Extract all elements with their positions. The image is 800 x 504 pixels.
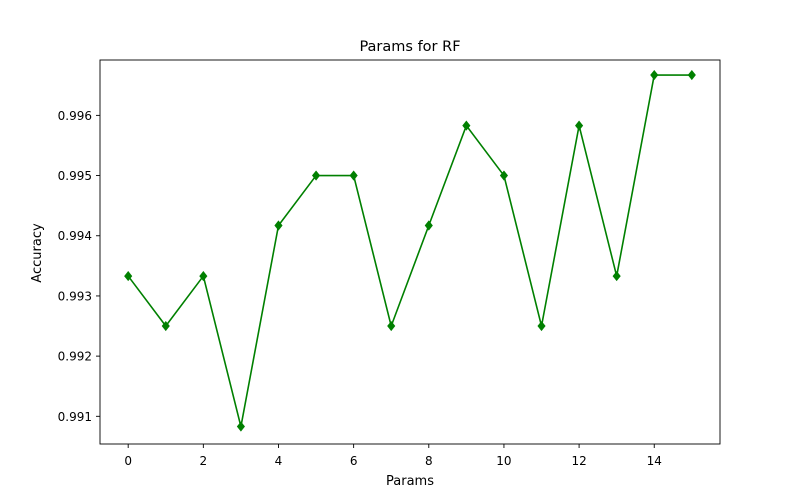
data-point-12	[575, 120, 584, 131]
data-point-13	[612, 270, 621, 282]
data-point-4	[274, 220, 283, 231]
data-point-0	[124, 270, 133, 282]
x-tick-label-6: 12	[571, 454, 586, 468]
data-point-7	[387, 320, 396, 332]
data-point-3	[236, 421, 245, 432]
data-point-14	[650, 69, 659, 81]
x-axis-label: Params	[386, 474, 434, 489]
data-point-9	[462, 120, 471, 131]
plot-frame	[99, 59, 721, 445]
chart-title: Params for RF	[359, 39, 460, 55]
y-tick-label-5: 0.996	[58, 109, 92, 123]
data-point-5	[311, 170, 321, 181]
y-tick-label-1: 0.992	[58, 350, 92, 364]
data-point-2	[199, 270, 208, 282]
x-tick-label-4: 8	[425, 454, 433, 468]
data-point-8	[424, 220, 433, 231]
x-tick-label-7: 14	[647, 454, 662, 468]
x-tick-label-0: 0	[124, 454, 132, 468]
plot-area: 0 2 4 6 8 10 12 14 0.991 0.992 0.993 0.994 0.995 0.99…	[58, 59, 721, 468]
data-point-10	[499, 170, 509, 181]
y-tick-label-2: 0.993	[58, 289, 92, 303]
x-tick-label-5: 10	[496, 454, 511, 468]
data-point-1	[161, 320, 170, 332]
data-point-6	[349, 170, 358, 181]
y-tick-label-4: 0.995	[58, 169, 92, 183]
x-tick-label-2: 4	[275, 454, 283, 468]
data-point-11	[537, 320, 546, 332]
y-axis-label: Accuracy	[30, 223, 45, 283]
data-point-15	[687, 69, 696, 81]
x-tick-label-1: 2	[200, 454, 208, 468]
series-line-0	[127, 74, 692, 428]
y-tick-label-0: 0.991	[58, 410, 92, 424]
x-tick-label-3: 6	[350, 454, 358, 468]
y-tick-label-3: 0.994	[58, 229, 92, 243]
